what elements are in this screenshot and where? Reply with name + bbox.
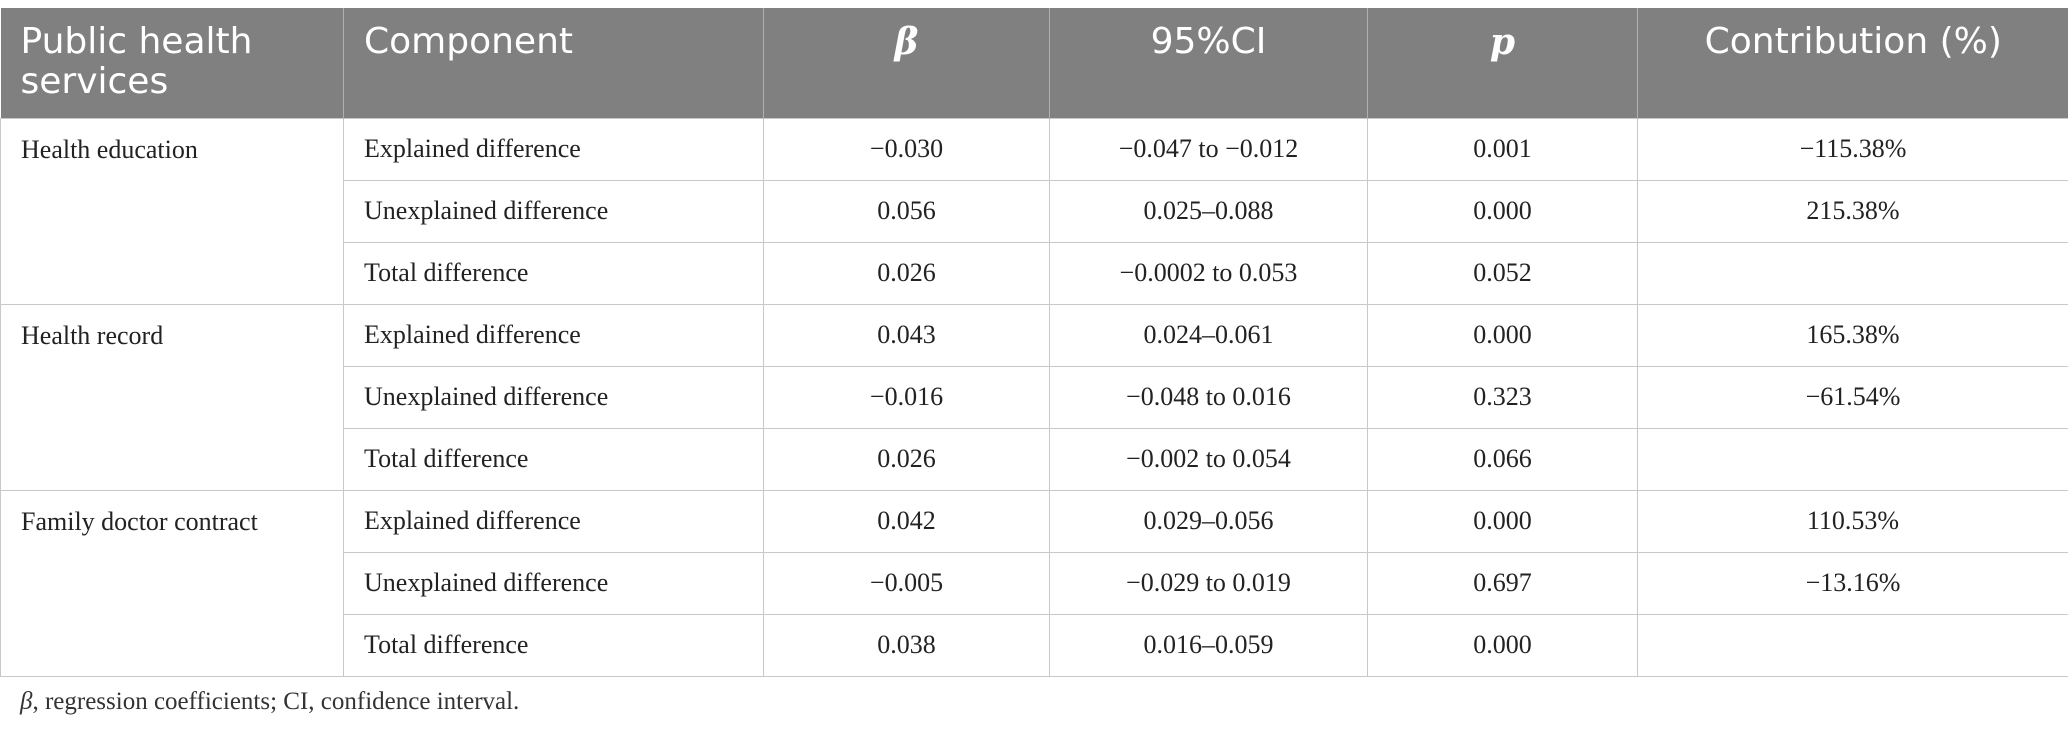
- ci-cell: 0.024–0.061: [1049, 303, 1368, 367]
- group-name: Health record: [0, 303, 344, 491]
- ci-cell: −0.047 to −0.012: [1049, 117, 1368, 181]
- contribution-cell: [1637, 427, 2068, 491]
- table-footnote: β, regression coefficients; CI, confiden…: [20, 688, 519, 716]
- group-name: Family doctor contract: [0, 489, 344, 677]
- ci-cell: −0.048 to 0.016: [1049, 365, 1368, 429]
- beta-cell: −0.005: [763, 551, 1050, 615]
- p-cell: 0.066: [1367, 427, 1638, 491]
- contribution-cell: [1637, 241, 2068, 305]
- contribution-cell: 110.53%: [1637, 489, 2068, 553]
- component-cell: Unexplained difference: [343, 365, 764, 429]
- header-services: Public health services: [0, 8, 344, 118]
- p-cell: 0.323: [1367, 365, 1638, 429]
- table-row: Total difference 0.026 −0.002 to 0.054 0…: [1, 427, 2068, 491]
- component-cell: Unexplained difference: [343, 551, 764, 615]
- footnote-beta-symbol: β: [20, 688, 33, 715]
- component-cell: Unexplained difference: [343, 179, 764, 243]
- p-cell: 0.000: [1367, 489, 1638, 553]
- component-cell: Total difference: [343, 427, 764, 491]
- table-row: Unexplained difference −0.005 −0.029 to …: [1, 551, 2068, 615]
- contribution-cell: 215.38%: [1637, 179, 2068, 243]
- beta-cell: −0.016: [763, 365, 1050, 429]
- header-beta: β: [763, 8, 1050, 118]
- beta-cell: 0.042: [763, 489, 1050, 553]
- table-row: Health education Explained difference −0…: [0, 117, 2068, 305]
- contribution-cell: −61.54%: [1637, 365, 2068, 429]
- beta-cell: 0.056: [763, 179, 1050, 243]
- contribution-cell: −115.38%: [1637, 117, 2068, 181]
- beta-cell: 0.043: [763, 303, 1050, 367]
- group-name: Health education: [0, 117, 344, 305]
- table-row: Total difference 0.038 0.016–0.059 0.000: [1, 613, 2068, 677]
- table-container: Public health services Component β 95%CI…: [0, 8, 2068, 677]
- results-table: Public health services Component β 95%CI…: [0, 8, 2068, 677]
- beta-cell: −0.030: [763, 117, 1050, 181]
- beta-cell: 0.026: [763, 241, 1050, 305]
- ci-cell: 0.025–0.088: [1049, 179, 1368, 243]
- p-cell: 0.000: [1367, 179, 1638, 243]
- header-component: Component: [343, 8, 764, 118]
- p-cell: 0.001: [1367, 117, 1638, 181]
- contribution-cell: [1637, 613, 2068, 677]
- table-row: Total difference 0.026 −0.0002 to 0.053 …: [1, 241, 2068, 305]
- ci-cell: 0.016–0.059: [1049, 613, 1368, 677]
- header-ci: 95%CI: [1049, 8, 1368, 118]
- ci-cell: 0.029–0.056: [1049, 489, 1368, 553]
- contribution-cell: 165.38%: [1637, 303, 2068, 367]
- header-row: Public health services Component β 95%CI…: [0, 8, 2068, 118]
- table-row: Family doctor contract Explained differe…: [0, 489, 2068, 677]
- p-cell: 0.000: [1367, 613, 1638, 677]
- header-p: p: [1367, 8, 1638, 118]
- p-cell: 0.052: [1367, 241, 1638, 305]
- component-cell: Total difference: [343, 613, 764, 677]
- ci-cell: −0.002 to 0.054: [1049, 427, 1368, 491]
- p-cell: 0.697: [1367, 551, 1638, 615]
- beta-cell: 0.026: [763, 427, 1050, 491]
- contribution-cell: −13.16%: [1637, 551, 2068, 615]
- ci-cell: −0.0002 to 0.053: [1049, 241, 1368, 305]
- footnote-text: , regression coefficients; CI, confidenc…: [32, 688, 520, 715]
- beta-cell: 0.038: [763, 613, 1050, 677]
- table-row: Health record Explained difference 0.043…: [0, 303, 2068, 491]
- component-cell: Explained difference: [343, 117, 764, 181]
- p-cell: 0.000: [1367, 303, 1638, 367]
- component-cell: Explained difference: [343, 489, 764, 553]
- component-cell: Explained difference: [343, 303, 764, 367]
- header-contribution: Contribution (%): [1637, 8, 2068, 118]
- ci-cell: −0.029 to 0.019: [1049, 551, 1368, 615]
- table-row: Unexplained difference −0.016 −0.048 to …: [1, 365, 2068, 429]
- component-cell: Total difference: [343, 241, 764, 305]
